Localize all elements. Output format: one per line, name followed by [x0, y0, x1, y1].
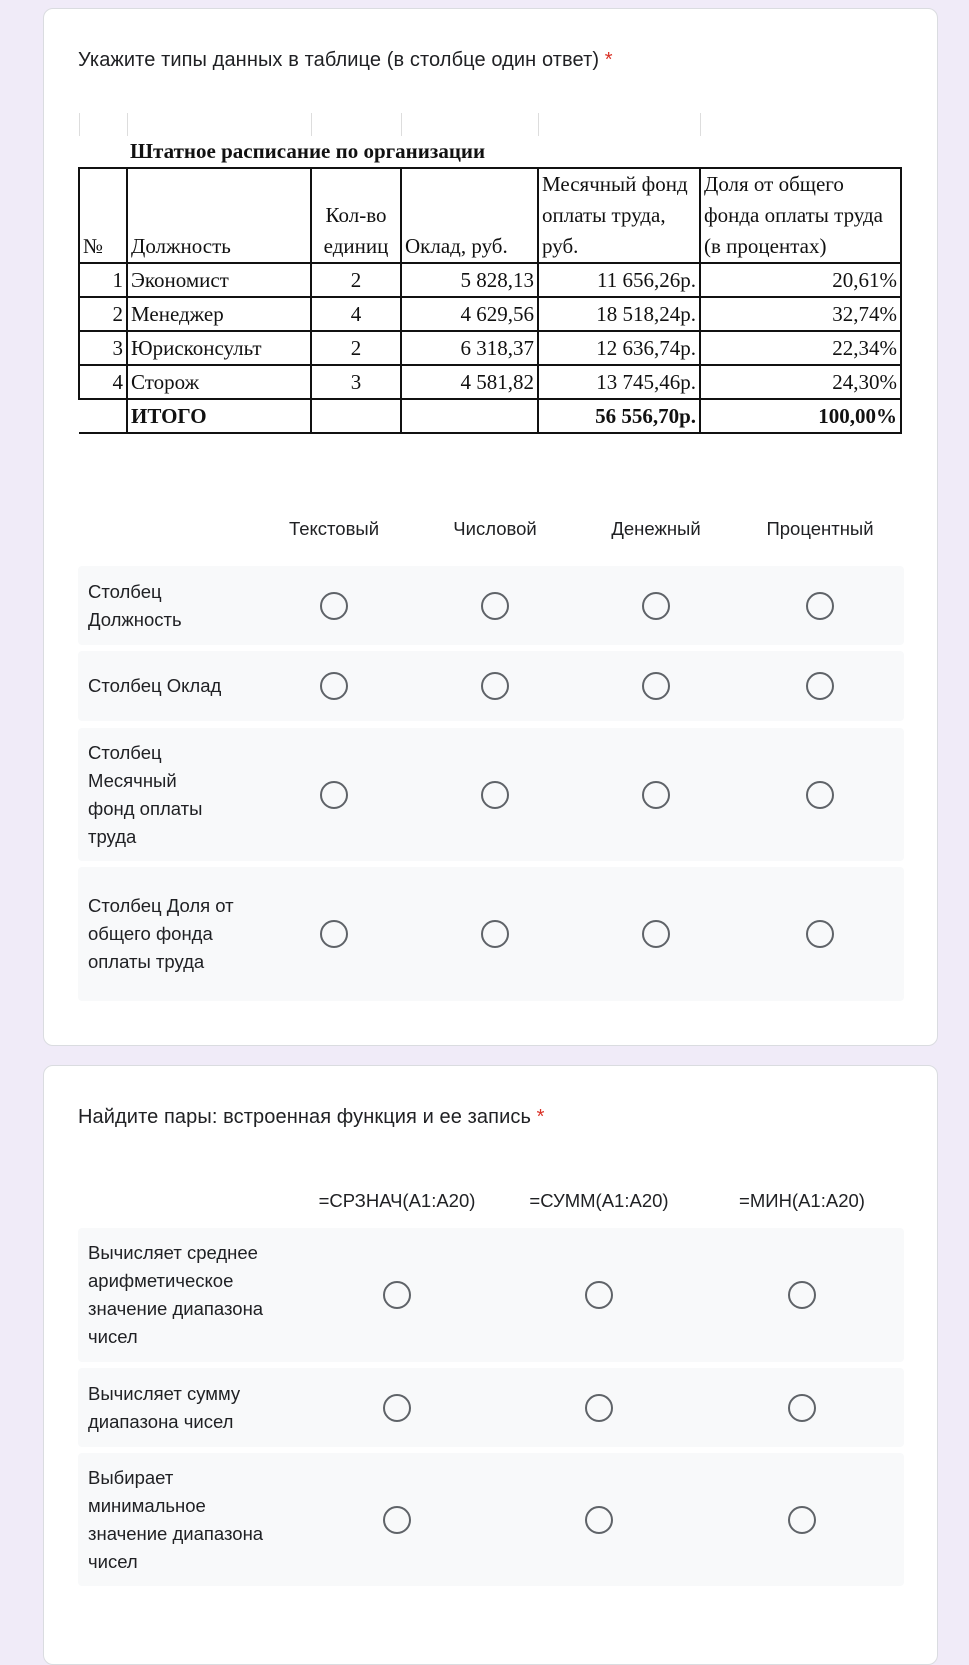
- row-label: Выбирает минимальное значение диапазона …: [88, 1466, 264, 1572]
- radio-button[interactable]: [585, 1393, 613, 1422]
- row-label: Столбец Оклад: [88, 675, 222, 696]
- sheet-cell: 32,74%: [699, 296, 902, 332]
- row-label: Столбец Месячный фонд оплаты труда: [88, 741, 203, 847]
- grid-row: Столбец Оклад: [78, 651, 904, 721]
- radio-button[interactable]: [320, 780, 348, 809]
- radio-button[interactable]: [642, 920, 670, 948]
- radio-button[interactable]: [806, 591, 834, 620]
- required-mark: *: [604, 49, 613, 71]
- radio-button[interactable]: [383, 1281, 411, 1309]
- row-label: Столбец Должность: [88, 580, 182, 630]
- sheet-row: 3 Юрисконсульт 2 6 318,37 12 636,74р. 22,34%: [78, 330, 902, 366]
- sheet-cell: 4: [78, 364, 128, 400]
- radio-button[interactable]: [806, 780, 834, 809]
- sheet-cell: 3: [310, 364, 402, 400]
- question-title: Укажите типы данных в таблице (в столбце…: [78, 49, 613, 71]
- sheet-header-cell: Доля от общего фонда оплаты труда (в про…: [699, 167, 902, 264]
- sheet-cell: [400, 398, 539, 434]
- radio-button[interactable]: [383, 1505, 411, 1534]
- sheet-cell: [79, 398, 128, 434]
- radio-button[interactable]: [642, 780, 670, 809]
- sheet-cell: Юрисконсульт: [126, 330, 312, 366]
- sheet-cell: ИТОГО: [126, 398, 312, 434]
- sheet-header-cell: Должность: [126, 167, 312, 264]
- grid-row: Вычисляет сумму диапазона чисел: [78, 1368, 904, 1447]
- question-title: Найдите пары: встроенная функция и ее за…: [78, 1106, 545, 1128]
- radio-button[interactable]: [788, 1505, 816, 1534]
- question-card-data-types: Укажите типы данных в таблице (в столбце…: [43, 8, 938, 1046]
- sheet-cell: 2: [78, 296, 128, 332]
- sheet-cell: 2: [310, 262, 402, 298]
- column-header: Числовой: [453, 518, 537, 539]
- sheet-cell: 22,34%: [699, 330, 902, 366]
- radio-button[interactable]: [788, 1393, 816, 1422]
- radio-button[interactable]: [481, 920, 509, 948]
- sheet-cell: 24,30%: [699, 364, 902, 400]
- sheet-cell: 4: [310, 296, 402, 332]
- sheet-cell: 4 581,82: [400, 364, 539, 400]
- required-mark: *: [536, 1106, 545, 1128]
- column-header: Текстовый: [288, 518, 380, 539]
- sheet-cell: 3: [78, 330, 128, 366]
- radio-button[interactable]: [383, 1393, 411, 1422]
- sheet-cell: 1: [78, 262, 128, 298]
- radio-button[interactable]: [642, 672, 670, 700]
- radio-button[interactable]: [585, 1281, 613, 1309]
- radio-button[interactable]: [320, 920, 348, 948]
- column-header: =СУММ(A1:A20): [529, 1190, 669, 1211]
- sheet-header-cell: Кол-во единиц: [310, 167, 402, 264]
- row-label: Вычисляет среднее арифметическое значени…: [88, 1242, 264, 1347]
- column-header: Процентный: [766, 518, 874, 539]
- sheet-cell: 4 629,56: [400, 296, 539, 332]
- sheet-header-cell: Месячный фонд оплаты труда, руб.: [537, 167, 701, 264]
- grid-row: Столбец Месячный фонд оплаты труда: [78, 728, 904, 861]
- sheet-cell: Менеджер: [126, 296, 312, 332]
- sheet-cell: Экономист: [126, 262, 312, 298]
- column-header: =МИН(A1:A20): [739, 1190, 865, 1211]
- sheet-cell: 18 518,24р.: [537, 296, 701, 332]
- sheet-row: 2 Менеджер 4 4 629,56 18 518,24р. 32,74%: [78, 296, 902, 332]
- radio-button[interactable]: [642, 591, 670, 620]
- sheet-title: Штатное расписание по организации: [130, 139, 486, 163]
- sheet-cell: 5 828,13: [400, 262, 539, 298]
- grid-row: Выбирает минимальное значение диапазона …: [78, 1453, 904, 1586]
- sheet-total-row: ИТОГО 56 556,70р. 100,00%: [79, 398, 902, 434]
- sheet-cell: [310, 398, 402, 434]
- radio-button[interactable]: [481, 591, 509, 620]
- grid-row: Вычисляет среднее арифметическое значени…: [78, 1228, 904, 1362]
- column-header: Денежный: [611, 518, 701, 539]
- sheet-cell: 56 556,70р.: [537, 398, 701, 434]
- staff-table-image: Штатное расписание по организации № Должн…: [78, 113, 902, 434]
- sheet-header-cell: №: [78, 167, 128, 264]
- radio-button[interactable]: [806, 920, 834, 948]
- sheet-cell: 12 636,74р.: [537, 330, 701, 366]
- radio-button[interactable]: [585, 1505, 613, 1534]
- sheet-cell: 2: [310, 330, 402, 366]
- radio-button[interactable]: [320, 672, 348, 700]
- radio-button[interactable]: [320, 591, 348, 620]
- sheet-cell: 13 745,46р.: [537, 364, 701, 400]
- radio-button[interactable]: [788, 1281, 816, 1309]
- sheet-row: 4 Сторож 3 4 581,82 13 745,46р. 24,30%: [78, 364, 902, 400]
- row-label: Вычисляет сумму диапазона чисел: [88, 1382, 241, 1432]
- row-label: Столбец Доля от общего фонда оплаты труд…: [88, 895, 234, 972]
- question-card-functions: Найдите пары: встроенная функция и ее за…: [43, 1065, 938, 1665]
- radio-button[interactable]: [806, 672, 834, 700]
- column-header: =СРЗНАЧ(A1:A20): [318, 1190, 476, 1211]
- sheet-cell: 11 656,26р.: [537, 262, 701, 298]
- sheet-cell: 6 318,37: [400, 330, 539, 366]
- sheet-header-cell: Оклад, руб.: [400, 167, 539, 264]
- grid-row: Столбец Должность: [78, 566, 904, 645]
- sheet-cell: 100,00%: [699, 398, 902, 434]
- sheet-cell: Сторож: [126, 364, 312, 400]
- sheet-cell: 20,61%: [699, 262, 902, 298]
- sheet-row: 1 Экономист 2 5 828,13 11 656,26р. 20,61%: [78, 262, 902, 298]
- radio-button[interactable]: [481, 672, 509, 700]
- radio-button[interactable]: [481, 780, 509, 809]
- grid-row: Столбец Доля от общего фонда оплаты труд…: [78, 867, 904, 1001]
